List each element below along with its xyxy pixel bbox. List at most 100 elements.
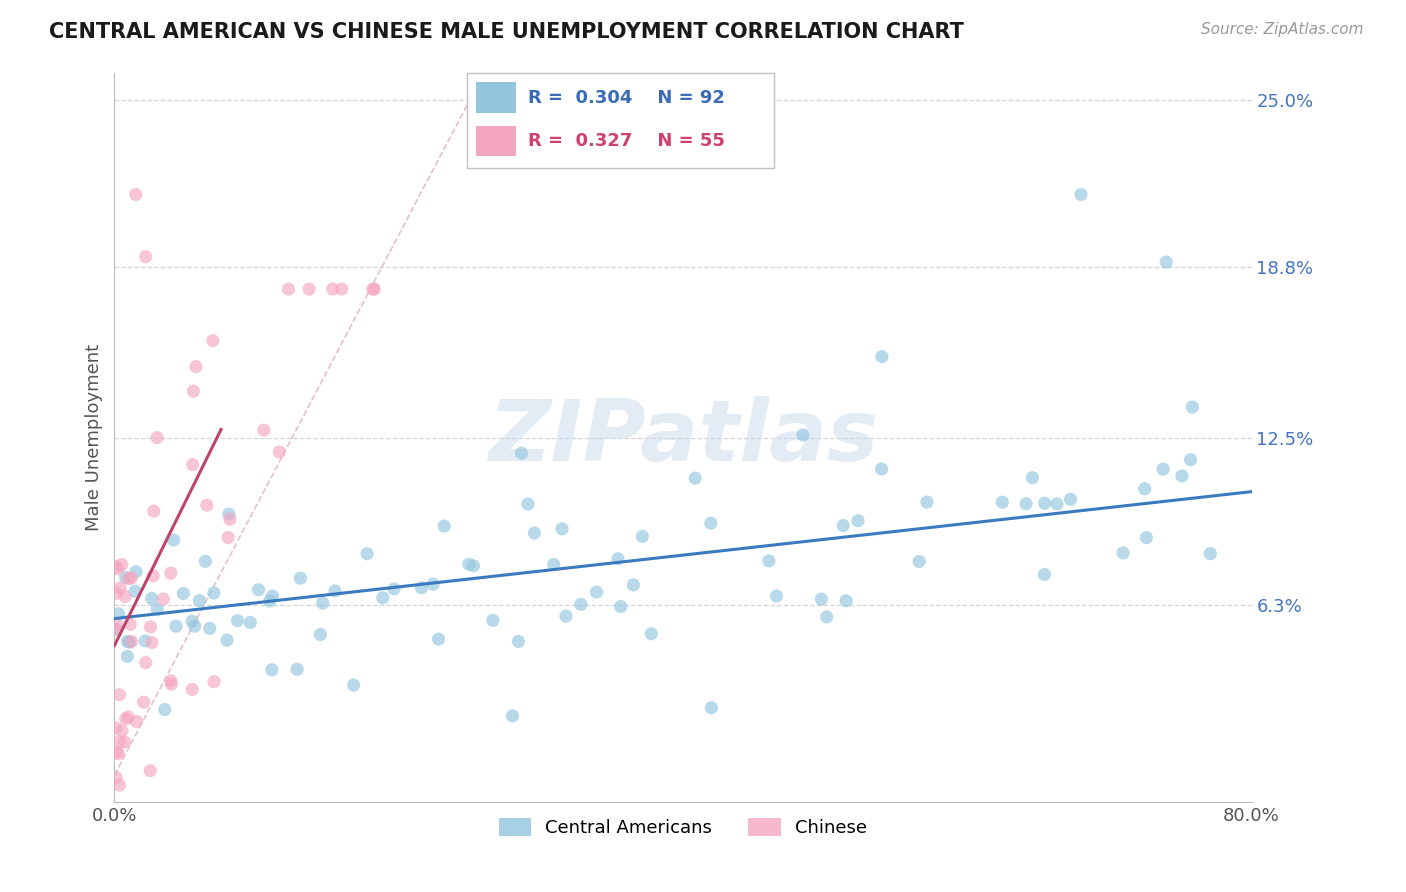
- Point: [1199, 547, 1222, 561]
- Point: [105, 771, 128, 785]
- Point: [758, 554, 780, 568]
- Point: [153, 703, 176, 717]
- Point: [1015, 497, 1038, 511]
- Point: [125, 714, 148, 729]
- Point: [105, 616, 128, 631]
- Point: [162, 533, 184, 548]
- Point: [142, 569, 165, 583]
- Text: ZIPatlas: ZIPatlas: [488, 396, 879, 479]
- Point: [104, 559, 127, 574]
- Point: [146, 602, 169, 616]
- Point: [1152, 462, 1174, 476]
- Point: [195, 498, 218, 512]
- Point: [411, 581, 433, 595]
- Point: [108, 581, 131, 595]
- Point: [463, 558, 485, 573]
- Point: [107, 562, 129, 576]
- Point: [107, 607, 129, 621]
- Point: [846, 514, 869, 528]
- Point: [111, 558, 134, 572]
- Point: [508, 634, 530, 648]
- Point: [142, 504, 165, 518]
- Point: [285, 662, 308, 676]
- Point: [141, 591, 163, 606]
- Point: [111, 723, 134, 738]
- Point: [104, 622, 127, 636]
- Point: [104, 623, 127, 637]
- Point: [1033, 567, 1056, 582]
- Point: [555, 609, 578, 624]
- Point: [132, 695, 155, 709]
- Point: [609, 599, 631, 614]
- Point: [427, 632, 450, 646]
- Point: [356, 547, 378, 561]
- Point: [1059, 492, 1081, 507]
- Point: [516, 497, 538, 511]
- Point: [309, 627, 332, 641]
- Point: [700, 700, 723, 714]
- Point: [1070, 187, 1092, 202]
- Point: [226, 614, 249, 628]
- Point: [371, 591, 394, 605]
- Point: [640, 627, 662, 641]
- Point: [290, 571, 312, 585]
- Point: [184, 359, 207, 374]
- Point: [135, 250, 157, 264]
- Point: [569, 598, 592, 612]
- Point: [330, 282, 353, 296]
- Point: [433, 519, 456, 533]
- Point: [118, 572, 141, 586]
- Point: [120, 617, 142, 632]
- Point: [114, 712, 136, 726]
- Point: [312, 596, 335, 610]
- Point: [259, 594, 281, 608]
- Point: [457, 558, 479, 572]
- Point: [165, 619, 187, 633]
- Point: [277, 282, 299, 296]
- Point: [551, 522, 574, 536]
- Point: [810, 592, 832, 607]
- Point: [908, 554, 931, 568]
- Point: [1180, 452, 1202, 467]
- Point: [183, 384, 205, 399]
- Point: [1181, 400, 1204, 414]
- Point: [183, 619, 205, 633]
- Text: CENTRAL AMERICAN VS CHINESE MALE UNEMPLOYMENT CORRELATION CHART: CENTRAL AMERICAN VS CHINESE MALE UNEMPLO…: [49, 22, 965, 42]
- Point: [114, 735, 136, 749]
- Point: [218, 507, 240, 521]
- Point: [1154, 255, 1177, 269]
- Text: Source: ZipAtlas.com: Source: ZipAtlas.com: [1201, 22, 1364, 37]
- Point: [991, 495, 1014, 509]
- Point: [117, 634, 139, 648]
- Point: [683, 471, 706, 485]
- Point: [765, 589, 787, 603]
- Point: [700, 516, 723, 531]
- Point: [125, 187, 148, 202]
- Point: [260, 663, 283, 677]
- Point: [108, 734, 131, 748]
- Point: [322, 282, 344, 296]
- Point: [107, 747, 129, 761]
- Point: [832, 518, 855, 533]
- Legend: Central Americans, Chinese: Central Americans, Chinese: [491, 811, 875, 845]
- Point: [198, 621, 221, 635]
- Point: [181, 615, 204, 629]
- Point: [159, 673, 181, 688]
- Point: [1171, 468, 1194, 483]
- Point: [361, 282, 384, 296]
- Point: [1135, 531, 1157, 545]
- Point: [181, 682, 204, 697]
- Point: [201, 334, 224, 348]
- Point: [915, 495, 938, 509]
- Point: [269, 445, 291, 459]
- Point: [104, 721, 127, 735]
- Point: [215, 633, 238, 648]
- Point: [501, 709, 523, 723]
- Point: [124, 584, 146, 599]
- Point: [815, 610, 838, 624]
- Point: [202, 586, 225, 600]
- Point: [621, 578, 644, 592]
- Y-axis label: Male Unemployment: Male Unemployment: [86, 344, 103, 532]
- Point: [217, 531, 239, 545]
- Point: [792, 428, 814, 442]
